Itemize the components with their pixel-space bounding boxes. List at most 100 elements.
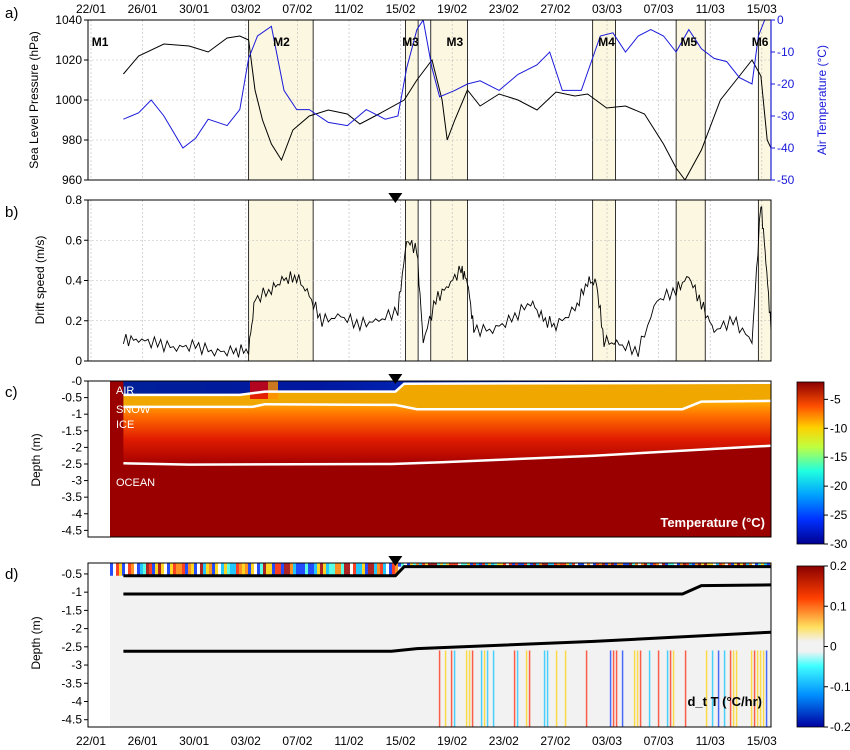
panel-d-colorbar-tick-label: -0.1 xyxy=(830,680,850,694)
heating-rate-stripe xyxy=(635,563,638,567)
panel-d-colorbar-tick-label: -0.2 xyxy=(830,720,850,734)
x-date-label-bottom: 22/01 xyxy=(76,734,106,748)
ocean-heating-stripe xyxy=(468,650,471,727)
x-date-label-top: 11/03 xyxy=(696,2,725,16)
heating-rate-stripe xyxy=(662,563,665,567)
ocean-heating-stripe xyxy=(621,650,624,727)
heating-rate-stripe xyxy=(179,563,182,576)
panel-d-ytick-label: -3.5 xyxy=(61,676,82,690)
heating-rate-stripe xyxy=(131,563,134,576)
heating-rate-stripe xyxy=(644,563,647,567)
x-date-label-bottom: 11/02 xyxy=(334,734,363,748)
ocean-heating-stripe xyxy=(528,650,531,727)
heating-rate-stripe xyxy=(188,563,191,576)
interface-ice-bottom xyxy=(123,630,771,653)
heating-rate-stripe xyxy=(224,563,227,576)
heating-rate-stripe xyxy=(722,563,725,567)
ocean-heating-stripe xyxy=(759,650,762,727)
heating-rate-stripe xyxy=(608,563,611,567)
panel-d-ytick-label: -1.5 xyxy=(61,603,82,617)
heating-rate-stripe xyxy=(113,563,116,576)
x-date-label-top: 07/03 xyxy=(644,2,674,16)
ocean-heating-stripe xyxy=(756,650,759,727)
ocean-heating-stripe xyxy=(444,650,447,727)
heating-rate-stripe xyxy=(326,563,329,576)
heating-rate-stripe xyxy=(638,563,641,567)
x-date-label-bottom: 07/02 xyxy=(282,734,312,748)
panel-letter-a: a) xyxy=(5,5,18,22)
panel-letter-b: b) xyxy=(5,204,18,221)
heating-rate-stripe xyxy=(182,563,185,576)
heating-rate-stripe xyxy=(161,563,164,576)
panel-a-pressure-temperature: M1 M2 M3 M3 M4 M5 M6 960 980 1000 1020 1040 -50 -40 -… xyxy=(27,13,829,187)
heating-rate-stripe xyxy=(308,563,311,576)
heating-rate-stripe xyxy=(584,563,587,567)
heating-rate-stripe xyxy=(437,563,440,567)
panel-a-ytick-label: 1020 xyxy=(55,53,82,67)
panel-a-ytick-right-label: 0 xyxy=(777,13,784,27)
ocean-heating-stripe xyxy=(585,650,588,727)
ocean-heating-stripe xyxy=(705,650,708,727)
heating-rate-stripe xyxy=(686,563,689,567)
x-date-label-top: 23/02 xyxy=(489,2,519,16)
panel-c-ytick-label: -3.5 xyxy=(61,490,82,504)
heating-rate-stripe xyxy=(497,563,500,567)
heating-rate-stripe xyxy=(740,563,743,567)
panel-a-ytick-label: 1000 xyxy=(55,93,82,107)
heating-rate-stripe xyxy=(479,563,482,567)
heating-rate-stripe xyxy=(539,563,542,567)
heating-rate-stripe xyxy=(440,563,443,567)
panel-c-frame xyxy=(87,380,772,538)
x-date-label-top: 22/01 xyxy=(76,2,106,16)
panel-d-ytick-label: -1 xyxy=(71,585,82,599)
interface-snow-surface xyxy=(123,381,771,397)
heating-rate-stripe xyxy=(359,563,362,576)
heating-rate-stripe xyxy=(491,563,494,567)
heating-rate-stripe xyxy=(530,563,533,567)
ocean-heating-stripe xyxy=(732,650,735,727)
heating-rate-stripe xyxy=(194,563,197,576)
heating-rate-stripe xyxy=(365,563,368,576)
ocean-heating-stripe xyxy=(465,650,468,727)
heating-rate-stripe xyxy=(653,563,656,567)
heating-rate-stripe xyxy=(143,563,146,576)
heating-rate-stripe xyxy=(620,563,623,567)
heating-rate-stripe xyxy=(257,563,260,576)
ocean-heating-stripe xyxy=(486,650,489,727)
heating-rate-stripe xyxy=(710,563,713,567)
heating-rate-stripe xyxy=(389,563,392,576)
ocean-heating-stripe xyxy=(492,650,495,727)
panel-d-colorbar-tick-label: 0.2 xyxy=(830,559,847,573)
heating-rate-stripe xyxy=(230,563,233,576)
heating-rate-stripe xyxy=(458,563,461,567)
event-marker-triangle xyxy=(388,193,403,203)
heating-rate-stripe xyxy=(125,563,128,576)
x-date-label-top: 03/03 xyxy=(592,2,622,16)
panel-c-colorbar-tick-label: -20 xyxy=(830,479,848,493)
panel-b-ylabel: Drift speed (m/s) xyxy=(33,236,47,325)
panel-c-ytick-label: -0.5 xyxy=(61,391,82,405)
heating-rate-stripe xyxy=(338,563,341,576)
x-date-label-bottom: 03/03 xyxy=(592,734,622,748)
heating-rate-stripe xyxy=(680,563,683,567)
heating-rate-stripe xyxy=(197,563,200,576)
heating-rate-stripe xyxy=(761,563,764,567)
heating-rate-stripe xyxy=(455,563,458,567)
x-date-label-top: 26/01 xyxy=(128,2,158,16)
panel-c-ytick-label: -1.5 xyxy=(61,424,82,438)
ocean-heating-stripe xyxy=(729,650,732,727)
heating-rate-stripe xyxy=(203,563,206,576)
heating-rate-stripe xyxy=(731,563,734,567)
heating-rate-stripe xyxy=(119,563,122,576)
heating-rate-stripe xyxy=(755,563,758,567)
ocean-heating-stripe xyxy=(672,650,675,727)
panel-a-ytick-right-label: -20 xyxy=(777,77,795,91)
heating-rate-stripe xyxy=(149,563,152,576)
heating-rate-stripe xyxy=(560,563,563,567)
heating-rate-stripe xyxy=(410,563,413,567)
heating-rate-stripe xyxy=(626,563,629,567)
heating-rate-stripe xyxy=(368,563,371,576)
heating-rate-stripe xyxy=(134,563,137,576)
heating-rate-stripe xyxy=(395,563,398,576)
ocean-heating-stripe xyxy=(609,650,612,727)
